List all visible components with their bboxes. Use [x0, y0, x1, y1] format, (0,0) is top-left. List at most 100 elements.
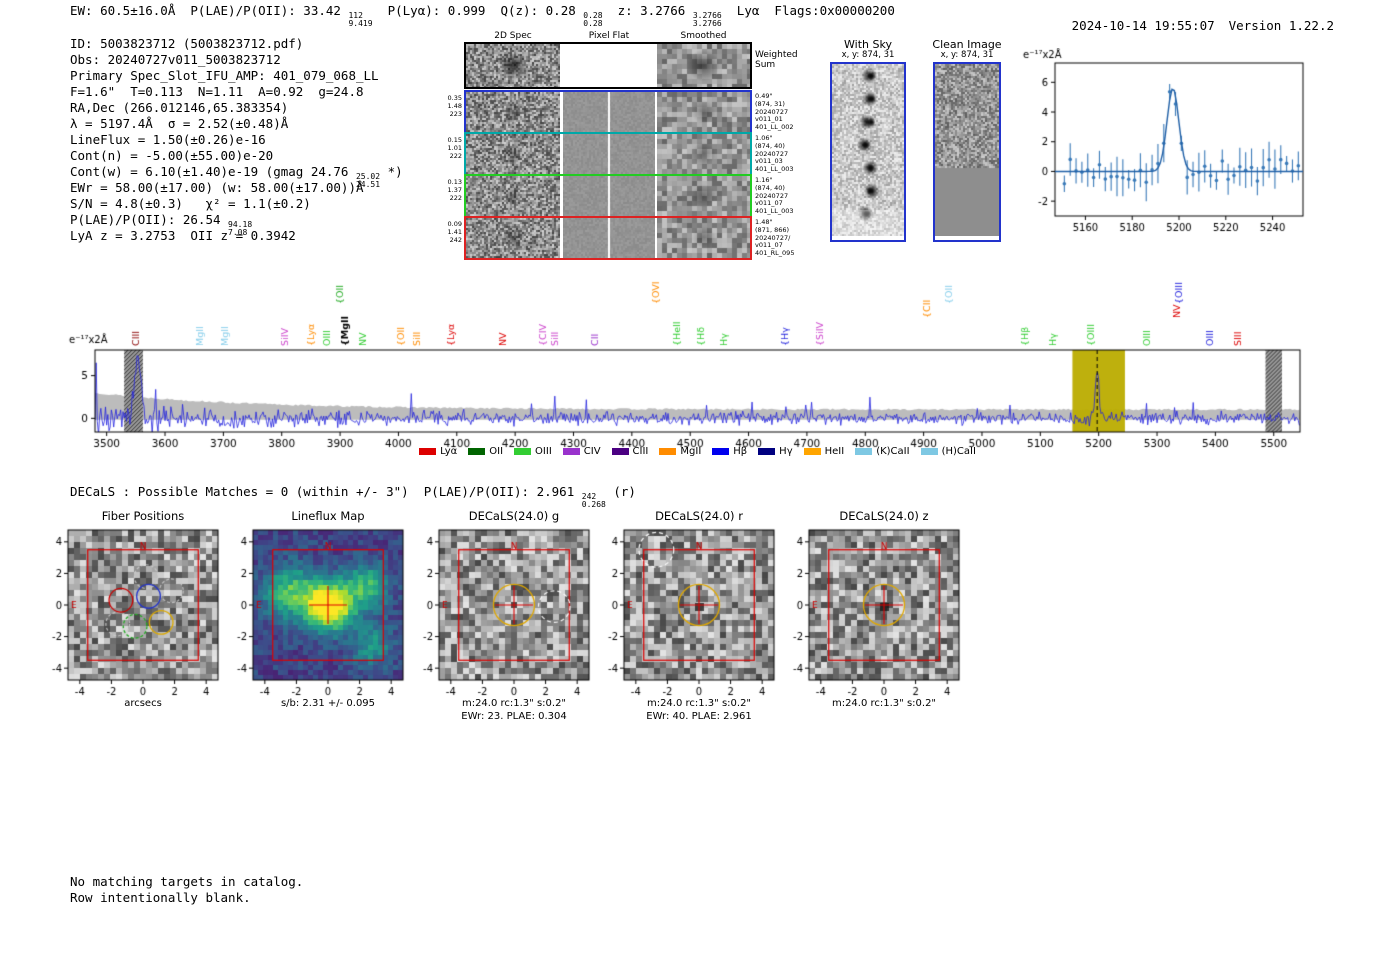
cutout-right-meta: 1.16" (874, 40) 20240727 v011_07 401_LL_…	[755, 176, 794, 216]
decals-g-title: DECaLS(24.0) g	[468, 509, 560, 523]
cutout-image-r0-c1	[563, 44, 655, 87]
legend-label: MgII	[680, 446, 702, 457]
header-summary-line: EW: 60.5±16.0Å P(LAE)/P(OII): 33.42 112 9…	[70, 3, 895, 27]
cutout-right-meta: 0.49" (874, 31) 20240727 v011_01 401_LL_…	[755, 92, 794, 132]
legend-label: Lyα	[440, 446, 458, 457]
cutout-image-r3-c1	[563, 176, 655, 216]
info-line: Cont(n) = -5.00(±55.00)e-20	[70, 148, 403, 164]
info-line: Obs: 20240727v011_5003823712	[70, 52, 403, 68]
superscript-subscript: 0.28 0.28	[583, 11, 603, 28]
cutout-image-r4-c2	[657, 218, 750, 258]
decals-r-ew-plae: EWr: 40. PLAE: 2.961	[646, 711, 752, 722]
text-segment: EWr = 58.00(±17.00) (w: 58.00(±17.00))Å	[70, 180, 364, 195]
cutout-image-r2-c0	[466, 134, 560, 174]
with-sky-frame	[830, 62, 906, 242]
cutout-row-frame	[464, 42, 752, 89]
legend-swatch	[758, 448, 776, 455]
detection-info-block: ID: 5003823712 (5003823712.pdf) Obs: 2024…	[70, 36, 403, 244]
legend-label: OII	[489, 446, 504, 457]
text-segment: Cont(w) = 6.10(±1.40)e-19 (gmag 24.76	[70, 164, 356, 179]
info-line: EWr = 58.00(±17.00) (w: 58.00(±17.00))Å	[70, 180, 403, 196]
zoomed-spectrum-chart	[1005, 48, 1340, 240]
lineflux-map-caption: s/b: 2.31 +/- 0.095	[280, 698, 376, 709]
info-line: F=1.6" T=0.113 N=1.11 A=0.92 g=24.8	[70, 84, 403, 100]
cutout-image-r1-c1	[563, 92, 655, 132]
text-segment: S/N = 4.8(±0.3) χ² = 1.1(±0.2)	[70, 196, 311, 211]
text-segment: ID: 5003823712 (5003823712.pdf)	[70, 36, 304, 51]
legend-entry: (K)CaII	[855, 446, 910, 457]
text-segment: Primary Spec_Slot_IFU_AMP: 401_079_068_L…	[70, 68, 379, 83]
text-segment: LineFlux = 1.50(±0.26)e-16	[70, 132, 266, 147]
cutout-left-stats: 0.35 1.48 223	[447, 94, 462, 118]
text-segment: z: 3.2766	[602, 3, 693, 18]
decals-r-cutout	[586, 525, 781, 703]
text-segment: Cont(n) = -5.00(±55.00)e-20	[70, 148, 274, 163]
text-segment: λ = 5197.4Å σ = 2.52(±0.48)Å	[70, 116, 289, 131]
text-segment: Obs: 20240727v011_5003823712	[70, 52, 281, 67]
legend-swatch	[659, 448, 677, 455]
text-segment: *)	[380, 164, 403, 179]
cutout-left-stats: 0.15 1.01 222	[447, 136, 462, 160]
legend-entry: Hγ	[758, 446, 793, 457]
lineflux-map-title: Lineflux Map	[291, 509, 365, 523]
text-segment: RA,Dec (266.012146,65.383354)	[70, 100, 289, 115]
decals-z-cutout	[771, 525, 966, 703]
text-segment: EW: 60.5±16.0Å P(LAE)/P(OII): 33.42	[70, 3, 349, 18]
report-datetime: 2024-10-14 19:55:07	[1071, 18, 1215, 33]
text-segment: F=1.6" T=0.113 N=1.11 A=0.92 g=24.8	[70, 84, 364, 99]
cutout-row-frame	[464, 216, 752, 260]
cutout-right-meta: 1.48" (871, 866) 20240727/ v011_07 401_R…	[755, 218, 795, 258]
cutout-left-stats: 0.13 1.37 222	[447, 178, 462, 202]
legend-label: (H)CaII	[941, 446, 976, 457]
decals-z-title: DECaLS(24.0) z	[839, 509, 929, 523]
weighted-sum-label: Weighted Sum	[755, 50, 798, 70]
legend-swatch	[920, 448, 938, 455]
legend-entry: CIV	[562, 446, 601, 457]
superscript-subscript: 242 0.268	[581, 492, 606, 509]
clean-image	[935, 64, 999, 236]
fiber-positions-xlabel: arcsecs	[124, 698, 162, 709]
superscript-subscript: 25.02 24.51	[355, 172, 381, 189]
info-line: Cont(w) = 6.10(±1.40)e-19 (gmag 24.76 25…	[70, 164, 403, 188]
full-spectrum-chart	[55, 263, 1345, 448]
legend-swatch	[803, 448, 821, 455]
decals-r-caption: m:24.0 rc:1.3" s:0.2"	[646, 698, 752, 709]
legend-swatch	[419, 448, 437, 455]
cutout-image-r2-c1	[563, 134, 655, 174]
report-version: Version 1.22.2	[1228, 18, 1334, 33]
cutout-left-stats: 0.09 1.41 242	[447, 220, 462, 244]
legend-swatch	[712, 448, 730, 455]
cutout-image-r3-c2	[657, 176, 750, 216]
cutout-image-r0-c2	[657, 44, 750, 87]
fiber-positions-cutout	[30, 525, 225, 703]
header-meta: 2024-10-14 19:55:07 Version 1.22.2	[1042, 3, 1334, 48]
fiber-positions-title: Fiber Positions	[101, 509, 185, 523]
legend-entry: HeII	[803, 446, 844, 457]
lineflux-map-cutout	[215, 525, 410, 703]
legend-label: (K)CaII	[876, 446, 910, 457]
legend-label: Hβ	[733, 446, 748, 457]
cutout-image-r0-c0	[466, 44, 560, 87]
legend-label: Hγ	[779, 446, 793, 457]
col-header-smoothed: Smoothed	[680, 31, 727, 41]
clean-image-coords: x, y: 874, 31	[940, 50, 994, 60]
superscript-subscript: 112 9.419	[348, 11, 373, 28]
superscript-subscript: 3.2766 3.2766	[692, 11, 722, 28]
info-line: LineFlux = 1.50(±0.26)e-16	[70, 132, 403, 148]
info-line: λ = 5197.4Å σ = 2.52(±0.48)Å	[70, 116, 403, 132]
text-segment: P(LAE)/P(OII): 26.54	[70, 212, 229, 227]
legend-entry: CIII	[611, 446, 649, 457]
cutout-image-r4-c1	[563, 218, 655, 258]
legend-label: CIII	[632, 446, 649, 457]
legend-label: OIII	[535, 446, 552, 457]
col-header-pixel-flat: Pixel Flat	[588, 31, 630, 41]
clean-image-frame	[933, 62, 1001, 242]
with-sky-coords: x, y: 874, 31	[841, 50, 895, 60]
footer-no-match: No matching targets in catalog.	[70, 874, 304, 889]
info-line: Primary Spec_Slot_IFU_AMP: 401_079_068_L…	[70, 68, 403, 84]
decals-g-cutout	[401, 525, 596, 703]
info-line: S/N = 4.8(±0.3) χ² = 1.1(±0.2)	[70, 196, 403, 212]
footer-blank-row: Row intentionally blank.	[70, 890, 251, 905]
superscript-subscript: 94.18 7.08	[228, 220, 253, 237]
